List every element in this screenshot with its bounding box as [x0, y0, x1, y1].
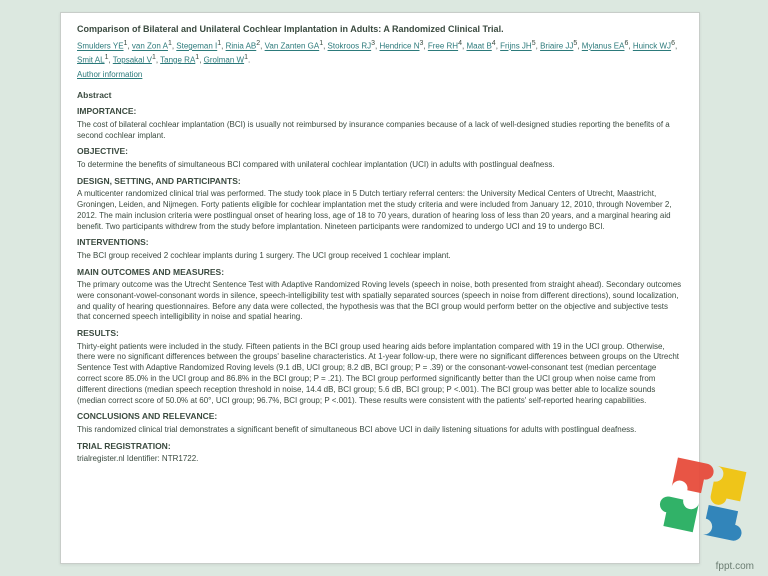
abstract-card: Comparison of Bilateral and Unilateral C… [60, 12, 700, 564]
results-text: Thirty-eight patients were included in t… [77, 342, 683, 407]
main-outcomes-text: The primary outcome was the Utrecht Sent… [77, 280, 683, 323]
author-affiliation-sup: 5 [532, 40, 536, 47]
conclusions-heading: CONCLUSIONS AND RELEVANCE: [77, 411, 683, 422]
author-link[interactable]: Huinck WJ [633, 42, 671, 51]
author-link[interactable]: Hendrice N [379, 42, 419, 51]
author-link[interactable]: Maat B [466, 42, 491, 51]
trial-registration-heading: TRIAL REGISTRATION: [77, 441, 683, 452]
author-affiliation-sup: 3 [371, 40, 375, 47]
author-affiliation-sup: 1 [124, 40, 128, 47]
design-heading: DESIGN, SETTING, AND PARTICIPANTS: [77, 176, 683, 187]
author-list: Smulders YE1, van Zon A1, Stegeman I1, R… [77, 39, 683, 66]
trial-registration-text: trialregister.nl Identifier: NTR1722. [77, 454, 683, 465]
author-link[interactable]: Smit AL [77, 55, 105, 64]
author-link[interactable]: Tange RA [160, 55, 195, 64]
author-affiliation-sup: 1 [319, 40, 323, 47]
interventions-text: The BCI group received 2 cochlear implan… [77, 251, 683, 262]
author-affiliation-sup: 4 [492, 40, 496, 47]
author-link[interactable]: Van Zanten GA [265, 42, 320, 51]
results-heading: RESULTS: [77, 328, 683, 339]
author-affiliation-sup: 1 [244, 54, 248, 61]
article-title: Comparison of Bilateral and Unilateral C… [77, 23, 683, 35]
author-affiliation-sup: 5 [573, 40, 577, 47]
author-information-link[interactable]: Author information [77, 70, 142, 81]
objective-text: To determine the benefits of simultaneou… [77, 160, 683, 171]
objective-heading: OBJECTIVE: [77, 146, 683, 157]
author-affiliation-sup: 4 [458, 40, 462, 47]
author-affiliation-sup: 1 [105, 54, 109, 61]
conclusions-text: This randomized clinical trial demonstra… [77, 425, 683, 436]
importance-heading: IMPORTANCE: [77, 106, 683, 117]
author-affiliation-sup: 2 [256, 40, 260, 47]
author-affiliation-sup: 1 [217, 40, 221, 47]
footer-watermark: fppt.com [716, 561, 754, 572]
author-link[interactable]: Briaire JJ [540, 42, 573, 51]
main-outcomes-heading: MAIN OUTCOMES AND MEASURES: [77, 267, 683, 278]
author-affiliation-sup: 1 [195, 54, 199, 61]
author-affiliation-sup: 1 [152, 54, 156, 61]
author-link[interactable]: Topsakal V [113, 55, 152, 64]
author-affiliation-sup: 6 [624, 40, 628, 47]
interventions-heading: INTERVENTIONS: [77, 237, 683, 248]
author-link[interactable]: van Zon A [132, 42, 168, 51]
author-affiliation-sup: 3 [420, 40, 424, 47]
author-link[interactable]: Mylanus EA [582, 42, 625, 51]
author-link[interactable]: Smulders YE [77, 42, 124, 51]
puzzle-icon [640, 438, 760, 558]
author-link[interactable]: Grolman W [204, 55, 244, 64]
author-link[interactable]: Stokroos RJ [328, 42, 372, 51]
importance-text: The cost of bilateral cochlear implantat… [77, 120, 683, 142]
author-link[interactable]: Stegeman I [176, 42, 217, 51]
design-text: A multicenter randomized clinical trial … [77, 189, 683, 232]
author-link[interactable]: Free RH [428, 42, 458, 51]
author-affiliation-sup: 1 [168, 40, 172, 47]
author-link[interactable]: Frijns JH [500, 42, 532, 51]
abstract-heading: Abstract [77, 90, 683, 101]
author-link[interactable]: Rinia AB [226, 42, 257, 51]
author-affiliation-sup: 6 [671, 40, 675, 47]
